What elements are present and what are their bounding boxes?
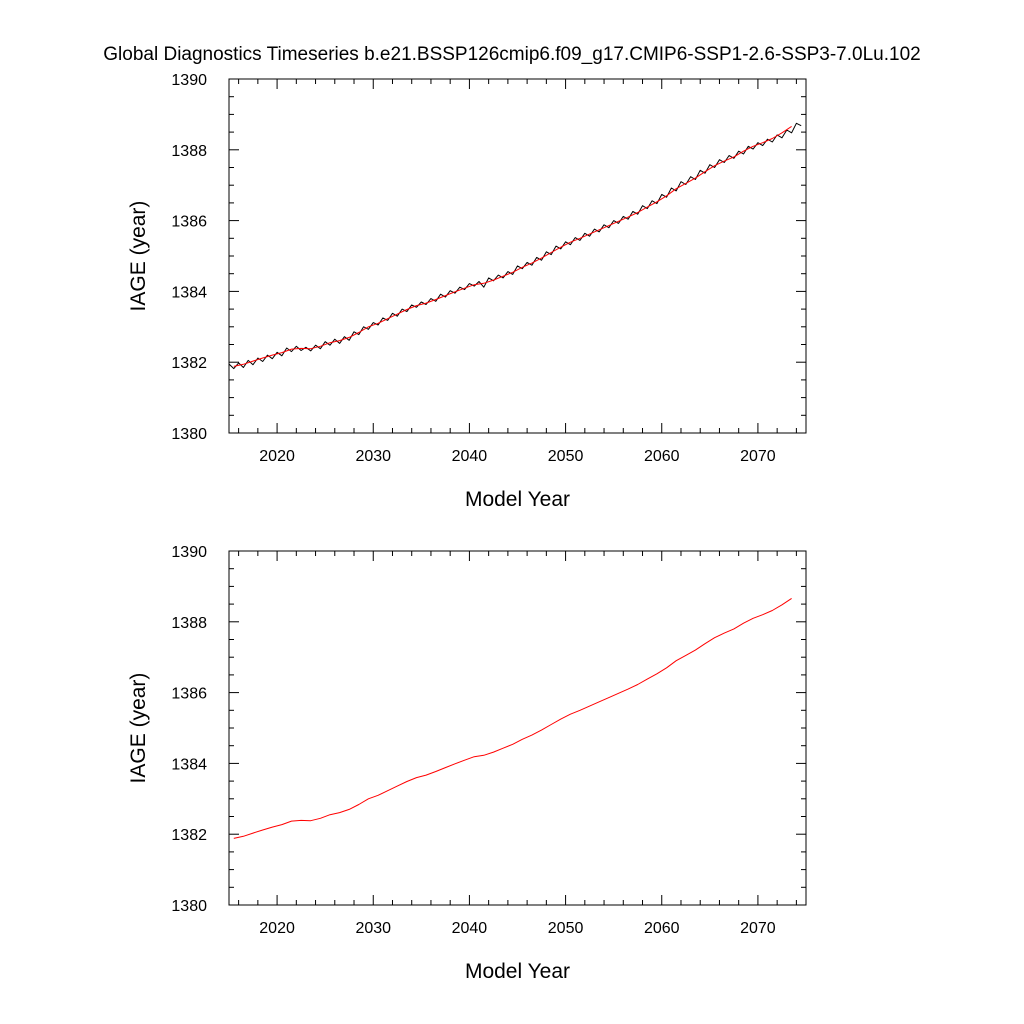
x-tick-label: 2070 [740, 920, 776, 937]
y-tick-label: 1382 [171, 827, 207, 844]
y-tick-label: 1384 [171, 756, 207, 773]
x-tick-label: 2060 [644, 920, 680, 937]
x-tick-label: 2050 [548, 920, 584, 937]
plot-frame [228, 550, 807, 906]
y-tick-label: 1386 [171, 214, 207, 231]
x-tick-label: 2040 [452, 920, 488, 937]
x-tick-label: 2070 [740, 448, 776, 465]
series-line-monthly [228, 122, 802, 370]
x-tick-label: 2050 [548, 448, 584, 465]
y-tick-label: 1382 [171, 355, 207, 372]
y-tick-label: 1384 [171, 284, 207, 301]
chart-panel-2: 2020 2030 2040 2050 2060 2070 1380 1382 1384 1386… [127, 544, 807, 983]
x-axis-label: Model Year [465, 960, 570, 983]
series-line-annual [233, 597, 792, 839]
x-tick-label: 2040 [452, 448, 488, 465]
y-tick-label: 1388 [171, 615, 207, 632]
x-tick-label: 2060 [644, 448, 680, 465]
x-tick-label: 2020 [259, 920, 295, 937]
y-tick-label: 1388 [171, 143, 207, 160]
chart-title: Global Diagnostics Timeseries b.e21.BSSP… [103, 44, 921, 65]
y-tick-label: 1380 [171, 426, 207, 443]
y-tick-label: 1390 [171, 544, 207, 561]
chart-panel-1: 2020 2030 2040 2050 2060 2070 1380 1382 1384 1386… [127, 72, 807, 511]
x-axis-label: Model Year [465, 488, 570, 511]
y-axis-label: IAGE (year) [127, 673, 150, 784]
x-tick-label: 2030 [355, 448, 391, 465]
plot-frame [228, 78, 807, 434]
x-tick-label: 2030 [355, 920, 391, 937]
y-axis-label: IAGE (year) [127, 201, 150, 312]
series-line-annual [233, 125, 792, 367]
x-tick-label: 2020 [259, 448, 295, 465]
y-tick-label: 1380 [171, 898, 207, 915]
y-tick-label: 1390 [171, 72, 207, 89]
y-tick-label: 1386 [171, 686, 207, 703]
